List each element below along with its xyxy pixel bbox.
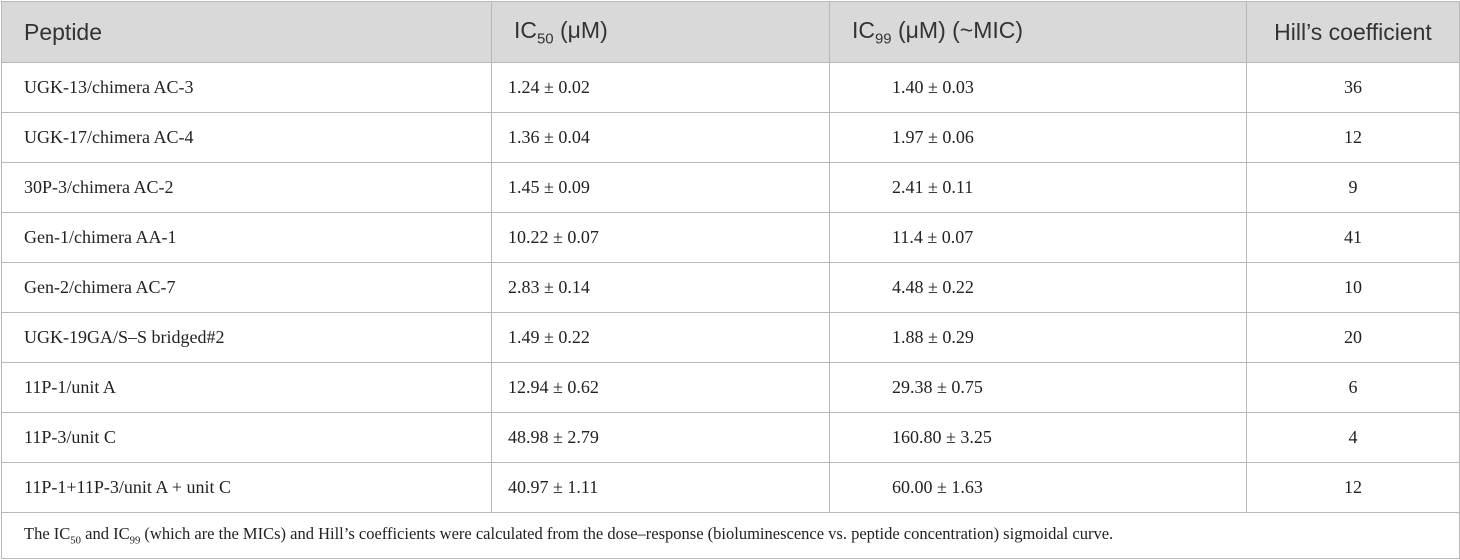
header-cell: Hill’s coefficient: [1246, 1, 1460, 63]
table-cell: 11P-3/unit C: [1, 412, 492, 463]
header-subscript: 99: [875, 30, 892, 48]
header-text: (μM): [553, 16, 608, 43]
header-row: Peptide IC50 (μM) IC99 (μM) (~MIC) Hill’s c…: [1, 1, 1460, 63]
table-cell: 12: [1246, 112, 1460, 163]
table-cell: 1.97 ± 0.06: [829, 112, 1247, 163]
table-row: 30P-3/chimera AC-2 1.45 ± 0.09 2.41 ± 0.11…: [1, 162, 1460, 213]
table-row: Gen-1/chimera AA-1 10.22 ± 0.07 11.4 ± 0.0…: [1, 212, 1460, 263]
table-cell: 1.49 ± 0.22: [491, 312, 830, 363]
table-cell: UGK-19GA/S–S bridged#2: [1, 312, 492, 363]
table-cell: 1.24 ± 0.02: [491, 62, 830, 113]
footnote-subscript: 50: [70, 534, 81, 547]
table-row: Gen-2/chimera AC-7 2.83 ± 0.14 4.48 ± 0.22…: [1, 262, 1460, 313]
table-cell: Gen-2/chimera AC-7: [1, 262, 492, 313]
table-cell: 11P-1+11P-3/unit A + unit C: [1, 462, 492, 513]
table-cell: 20: [1246, 312, 1460, 363]
table-cell: 9: [1246, 162, 1460, 213]
table-cell: 4.48 ± 0.22: [829, 262, 1247, 313]
table-cell: 60.00 ± 1.63: [829, 462, 1247, 513]
table-cell: 4: [1246, 412, 1460, 463]
table-cell: 10: [1246, 262, 1460, 313]
table-cell: 1.36 ± 0.04: [491, 112, 830, 163]
table-header: Peptide IC50 (μM) IC99 (μM) (~MIC) Hill’s c…: [1, 1, 1460, 63]
table-cell: 6: [1246, 362, 1460, 413]
table-row: 11P-1+11P-3/unit A + unit C 40.97 ± 1.11 6…: [1, 462, 1460, 513]
table-cell: 40.97 ± 1.11: [491, 462, 830, 513]
table-cell: 41: [1246, 212, 1460, 263]
table-cell: 10.22 ± 0.07: [491, 212, 830, 263]
table-cell: 11.4 ± 0.07: [829, 212, 1247, 263]
footnote-subscript: 99: [129, 534, 141, 547]
table-cell: Gen-1/chimera AA-1: [1, 212, 492, 263]
table-cell: 12: [1246, 462, 1460, 513]
table-cell: 36: [1246, 62, 1460, 113]
footnote-row: The IC50 and IC99 (which are the MICs) a…: [1, 512, 1460, 559]
header-subscript: 50: [537, 30, 554, 48]
footnote-text: The IC: [24, 524, 71, 544]
table-row: UGK-13/chimera AC-3 1.24 ± 0.02 1.40 ± 0.0…: [1, 62, 1460, 113]
footnote-text: and IC: [81, 524, 130, 544]
header-text: IC: [852, 16, 875, 43]
table-row: UGK-19GA/S–S bridged#2 1.49 ± 0.22 1.88 ± …: [1, 312, 1460, 363]
footnote-text: (which are the MICs) and Hill’s coeffici…: [140, 524, 1114, 544]
footnote: The IC50 and IC99 (which are the MICs) a…: [1, 512, 1460, 559]
table-body: UGK-13/chimera AC-3 1.24 ± 0.02 1.40 ± 0.0…: [1, 62, 1460, 559]
table-cell: UGK-17/chimera AC-4: [1, 112, 492, 163]
header-text: (μM) (~MIC): [891, 16, 1024, 43]
table-cell: UGK-13/chimera AC-3: [1, 62, 492, 113]
table-row: UGK-17/chimera AC-4 1.36 ± 0.04 1.97 ± 0.0…: [1, 112, 1460, 163]
table-row: 11P-3/unit C 48.98 ± 2.79 160.80 ± 3.25 4: [1, 412, 1460, 463]
header-cell: Peptide: [1, 1, 492, 63]
table-cell: 2.83 ± 0.14: [491, 262, 830, 313]
table-cell: 1.45 ± 0.09: [491, 162, 830, 213]
header-cell: IC50 (μM): [491, 1, 830, 63]
header-text: IC: [514, 16, 537, 43]
table-row: 11P-1/unit A 12.94 ± 0.62 29.38 ± 0.75 6: [1, 362, 1460, 413]
table-cell: 30P-3/chimera AC-2: [1, 162, 492, 213]
table-cell: 29.38 ± 0.75: [829, 362, 1247, 413]
table-cell: 2.41 ± 0.11: [829, 162, 1247, 213]
table-cell: 12.94 ± 0.62: [491, 362, 830, 413]
header-cell: IC99 (μM) (~MIC): [829, 1, 1247, 63]
table-cell: 11P-1/unit A: [1, 362, 492, 413]
table-cell: 160.80 ± 3.25: [829, 412, 1247, 463]
table-cell: 1.40 ± 0.03: [829, 62, 1247, 113]
table-cell: 48.98 ± 2.79: [491, 412, 830, 463]
table-cell: 1.88 ± 0.29: [829, 312, 1247, 363]
